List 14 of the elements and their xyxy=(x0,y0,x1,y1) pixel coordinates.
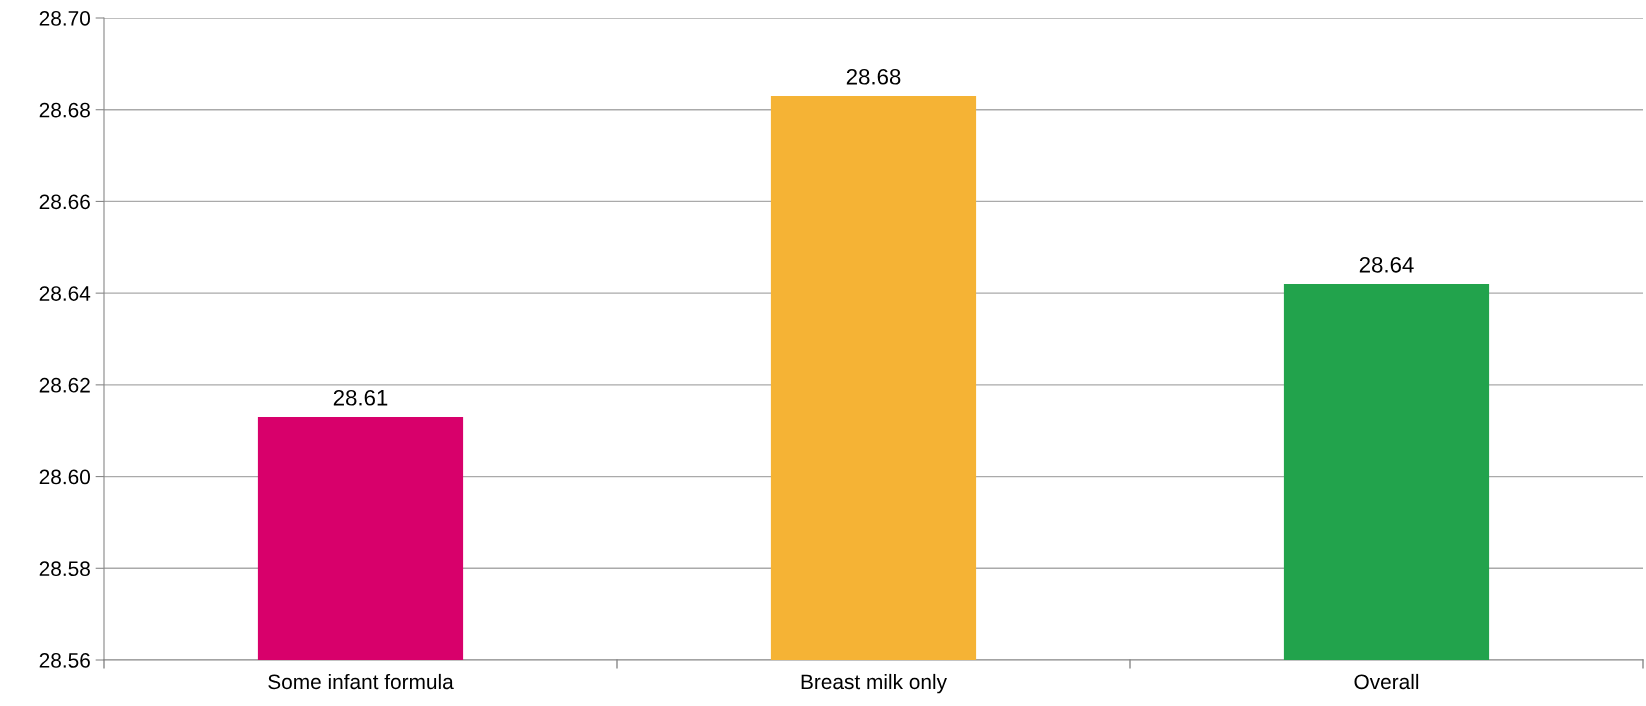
y-tick-label: 28.62 xyxy=(39,377,90,393)
x-tick-label: Overall xyxy=(1354,673,1419,690)
y-tick-label: 28.68 xyxy=(39,102,90,118)
y-tick-label: 28.60 xyxy=(39,469,90,485)
data-label: 28.64 xyxy=(1359,256,1414,273)
x-tick-label: Some infant formula xyxy=(268,673,454,690)
y-tick-label: 28.58 xyxy=(39,561,90,577)
x-tick-label: Breast milk only xyxy=(801,673,947,694)
y-tick-label: 28.70 xyxy=(39,11,90,26)
y-tick-label: 28.56 xyxy=(39,653,90,668)
data-label: 28.61 xyxy=(333,389,388,406)
y-tick-label: 28.66 xyxy=(39,194,90,210)
data-label: 28.68 xyxy=(846,68,901,85)
y-tick-label: 28.64 xyxy=(39,286,91,301)
